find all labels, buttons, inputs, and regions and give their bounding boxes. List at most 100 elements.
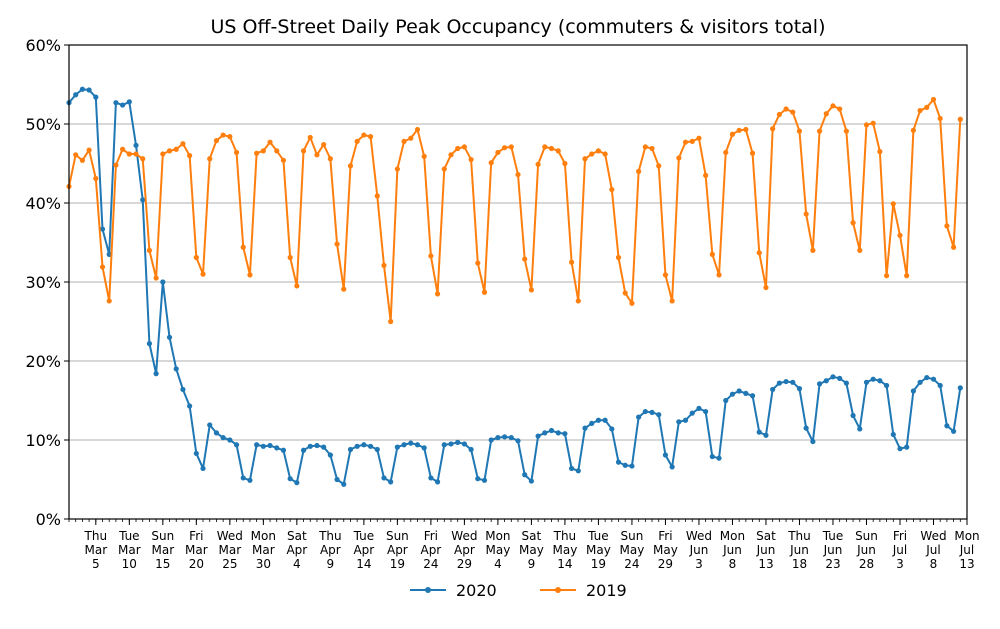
data-point — [575, 298, 581, 304]
data-point — [709, 453, 715, 460]
legend: 2020 2019 — [410, 581, 627, 600]
data-point — [274, 445, 280, 451]
data-point — [636, 414, 642, 420]
x-tick-label: 14 — [557, 557, 572, 571]
data-point — [569, 465, 575, 472]
x-tick-label: Sun — [386, 529, 409, 543]
data-point — [481, 289, 488, 295]
data-point — [307, 134, 313, 141]
x-tick-label: 4 — [293, 557, 301, 571]
data-point — [193, 254, 199, 261]
x-tick-label: May — [653, 543, 678, 557]
data-point — [321, 141, 327, 148]
data-point — [535, 433, 541, 439]
data-point — [354, 443, 360, 449]
data-point — [166, 148, 173, 154]
data-point — [548, 145, 555, 152]
data-point — [187, 153, 193, 159]
data-point — [267, 442, 273, 449]
chart-title: US Off-Street Daily Peak Occupancy (comm… — [211, 16, 826, 38]
data-point — [823, 378, 829, 384]
data-point — [481, 477, 488, 483]
data-point — [300, 148, 307, 154]
y-tick-label: 60% — [25, 36, 61, 55]
data-point — [689, 138, 695, 144]
x-tick-label: Mon — [485, 529, 510, 543]
y-tick-label: 10% — [25, 431, 61, 450]
x-tick-label: 4 — [494, 557, 502, 571]
data-point — [595, 148, 602, 154]
x-tick-label: Mar — [185, 543, 208, 557]
data-point — [602, 151, 608, 157]
data-point — [877, 378, 883, 384]
data-point — [126, 99, 132, 105]
data-point — [790, 109, 796, 115]
data-point — [615, 459, 622, 465]
data-point — [502, 434, 508, 440]
series-lines — [66, 86, 963, 487]
data-point — [394, 444, 400, 450]
data-point — [86, 87, 92, 93]
data-point — [703, 172, 709, 178]
x-tick-label: 9 — [327, 557, 335, 571]
data-point — [341, 286, 347, 292]
data-point — [381, 262, 387, 269]
data-point — [562, 160, 568, 167]
data-point — [743, 126, 749, 133]
data-point — [515, 438, 521, 444]
data-point — [944, 223, 950, 229]
y-axis: 0% 10% 20% 30% 40% 50% 60% — [25, 36, 69, 529]
y-tick-label: 0% — [36, 510, 61, 529]
x-tick-label: Jun — [689, 543, 709, 557]
data-point — [803, 425, 809, 431]
data-point — [843, 128, 849, 134]
data-point — [649, 145, 655, 152]
data-point — [622, 462, 628, 468]
data-point — [240, 244, 246, 250]
data-point — [816, 381, 823, 387]
data-point — [756, 429, 762, 435]
data-point — [555, 430, 561, 436]
data-point — [347, 163, 354, 169]
data-point — [260, 443, 266, 449]
x-tick-label: Apr — [353, 543, 374, 557]
data-point — [837, 106, 843, 112]
x-tick-label: Apr — [454, 543, 475, 557]
data-point — [227, 437, 233, 443]
legend-label: 2020 — [456, 581, 497, 600]
data-point — [461, 441, 467, 447]
data-point — [381, 475, 387, 481]
x-tick-label: 25 — [222, 557, 237, 571]
x-tick-label: Apr — [420, 543, 441, 557]
data-point — [756, 250, 762, 256]
data-point — [468, 446, 474, 453]
x-tick-label: Wed — [217, 529, 243, 543]
data-point — [803, 211, 809, 217]
data-point — [287, 476, 293, 482]
x-tick-label: 24 — [423, 557, 438, 571]
data-point — [870, 376, 876, 382]
data-point — [267, 139, 273, 145]
x-tick-label: 3 — [695, 557, 703, 571]
x-tick-label: Wed — [686, 529, 712, 543]
data-point — [361, 442, 367, 448]
data-point — [709, 251, 715, 257]
x-tick-label: Mar — [252, 543, 275, 557]
data-point — [548, 427, 555, 434]
data-point — [327, 156, 333, 162]
data-point — [495, 435, 501, 441]
x-tick-label: Jun — [856, 543, 876, 557]
x-tick-label: 8 — [729, 557, 737, 571]
data-point — [783, 106, 789, 112]
x-tick-label: Fri — [189, 529, 203, 543]
data-point — [508, 435, 514, 441]
x-tick-label: 14 — [356, 557, 371, 571]
data-point — [468, 156, 474, 163]
x-tick-label: 13 — [959, 557, 974, 571]
x-tick-label: Jul — [959, 543, 974, 557]
x-tick-label: May — [485, 543, 510, 557]
data-point — [528, 478, 535, 484]
data-point — [160, 279, 166, 285]
data-point — [883, 382, 890, 389]
